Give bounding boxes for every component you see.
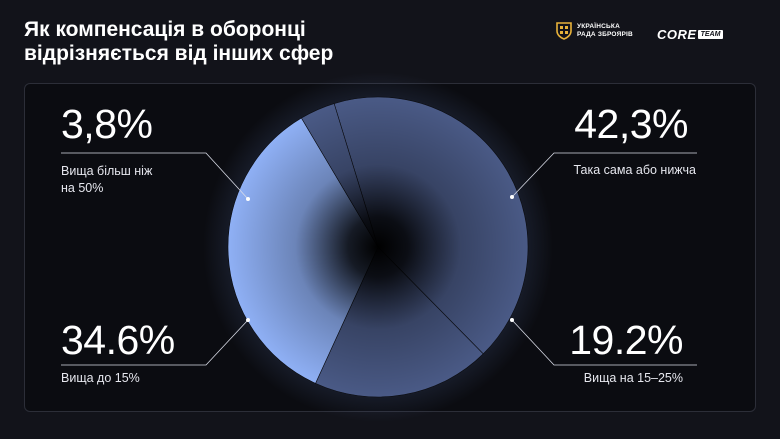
shield-icon	[556, 22, 572, 40]
stat-up-to-15: 34.6% Вища до 15%	[61, 318, 175, 387]
stat-15-to-25: 19.2% Вища на 15–25%	[553, 318, 683, 387]
team-logo-text: TEAM	[697, 30, 724, 39]
pie-center-shade	[228, 97, 528, 397]
title-line-1: Як компенсація в оборонці	[24, 18, 306, 41]
stat-label: Така сама або нижча	[573, 163, 696, 177]
urz-logo: УКРАЇНСЬКА РАДА ЗБРОЯРІВ	[556, 22, 647, 40]
stat-value: 34.6%	[61, 317, 175, 363]
stat-value: 3,8%	[61, 101, 153, 147]
stat-label-line-1: Вища більш ніж	[61, 164, 153, 178]
leader-line-s4	[511, 319, 697, 366]
leader-lines	[61, 152, 697, 366]
stat-value: 19.2%	[569, 317, 683, 363]
stat-label: Вища на 15–25%	[583, 371, 683, 385]
leader-dot-s1	[246, 197, 250, 201]
stat-above-50: 3,8% Вища більш ніж на 50%	[61, 102, 181, 197]
core-team-logo: CORE TEAM	[657, 27, 724, 42]
leader-dot-s2	[510, 195, 514, 199]
stat-label: Вища до 15%	[61, 371, 140, 385]
stat-same-or-lower: 42,3% Така сама або нижча	[568, 101, 696, 179]
title-line-2: відрізняється від інших сфер	[24, 42, 334, 65]
leader-line-s3	[61, 319, 249, 366]
stat-label-line-2: на 50%	[61, 181, 104, 195]
stat-value: 42,3%	[574, 101, 688, 147]
stat-label: Вища більш ніж на 50%	[61, 163, 181, 197]
leader-dot-s4	[510, 318, 514, 322]
urz-logo-line-2: РАДА ЗБРОЯРІВ	[577, 31, 633, 38]
leader-line-s1	[61, 152, 249, 200]
leader-dot-s3	[246, 318, 250, 322]
core-logo-text: CORE	[657, 27, 697, 42]
leader-line-s2	[511, 152, 697, 198]
urz-logo-line-1: УКРАЇНСЬКА	[577, 23, 620, 30]
page-title: Як компенсація в оборонці відрізняється …	[24, 18, 354, 66]
